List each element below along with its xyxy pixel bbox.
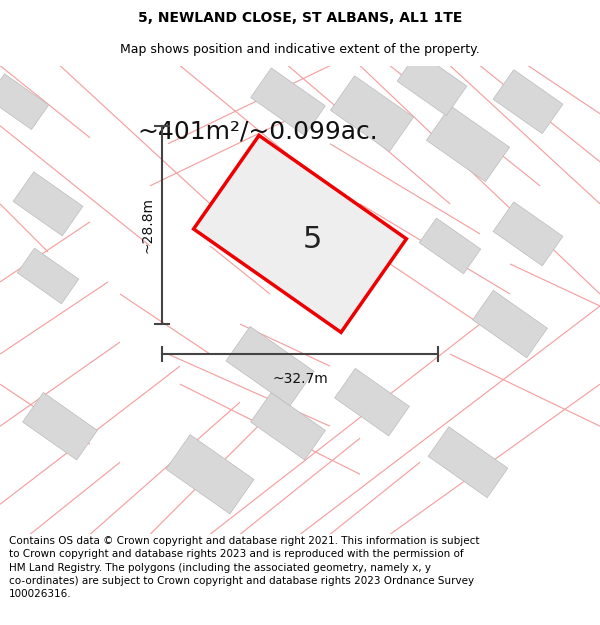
Text: Map shows position and indicative extent of the property.: Map shows position and indicative extent… [120,42,480,56]
Polygon shape [419,218,481,274]
Text: ~401m²/~0.099ac.: ~401m²/~0.099ac. [137,120,379,144]
Polygon shape [397,52,467,116]
Polygon shape [428,427,508,498]
Text: ~28.8m: ~28.8m [141,197,155,253]
Polygon shape [23,392,97,460]
Polygon shape [194,136,406,332]
Polygon shape [493,202,563,266]
Polygon shape [251,68,325,136]
Polygon shape [335,368,409,436]
Polygon shape [427,106,509,182]
Polygon shape [331,76,413,152]
Polygon shape [17,248,79,304]
Polygon shape [166,434,254,514]
Text: 5: 5 [302,226,322,254]
Polygon shape [13,172,83,236]
Text: 5, NEWLAND CLOSE, ST ALBANS, AL1 1TE: 5, NEWLAND CLOSE, ST ALBANS, AL1 1TE [138,11,462,26]
Polygon shape [473,290,547,357]
Polygon shape [251,392,325,460]
Polygon shape [493,69,563,134]
Polygon shape [0,74,49,129]
Text: Contains OS data © Crown copyright and database right 2021. This information is : Contains OS data © Crown copyright and d… [9,536,479,599]
Text: ~32.7m: ~32.7m [272,372,328,386]
Polygon shape [226,326,314,406]
